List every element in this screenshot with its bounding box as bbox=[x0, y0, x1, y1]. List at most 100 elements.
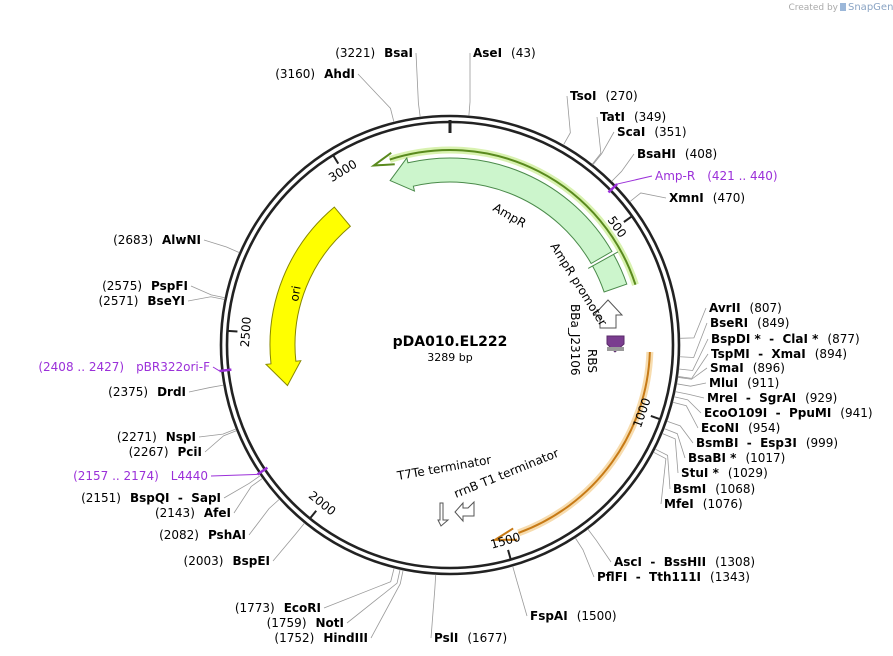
primer-name: L4440 bbox=[171, 469, 208, 483]
site-label: (2271) NspI bbox=[117, 430, 196, 444]
site-label: XmnI (470) bbox=[669, 191, 745, 205]
tick-label: 1500 bbox=[489, 530, 522, 552]
feature-arrow bbox=[587, 251, 628, 293]
site-name: NspI bbox=[166, 430, 196, 444]
site-label: AvrII (807) bbox=[709, 301, 782, 315]
site-leader bbox=[323, 568, 395, 609]
tick-label: 2000 bbox=[306, 488, 339, 518]
site-position: (2575) bbox=[102, 279, 142, 293]
site-leader bbox=[198, 428, 237, 438]
site-position: (2267) bbox=[129, 445, 169, 459]
site-position: (1029) bbox=[728, 466, 768, 480]
site-leader bbox=[203, 239, 240, 254]
site-position: (470) bbox=[713, 191, 745, 205]
site-leader bbox=[678, 338, 709, 371]
site-name: PshAI bbox=[208, 528, 246, 542]
site-position: (941) bbox=[840, 406, 872, 420]
site-name: BseRI bbox=[710, 316, 748, 330]
site-leader bbox=[188, 384, 224, 393]
site-name: PciI bbox=[178, 445, 203, 459]
site-position: (351) bbox=[654, 125, 686, 139]
feature-arrow bbox=[389, 156, 613, 265]
site-label: BseRI (849) bbox=[710, 316, 789, 330]
primer-label: (2408 .. 2427) pBR322ori-F bbox=[38, 360, 210, 374]
site-position: (807) bbox=[750, 301, 782, 315]
feature-arrow bbox=[264, 206, 352, 387]
site-position: (349) bbox=[634, 110, 666, 124]
tick-mark bbox=[309, 510, 317, 520]
site-label: AscI - BssHII (1308) bbox=[614, 555, 755, 569]
site-position: (270) bbox=[605, 89, 637, 103]
site-name: MluI bbox=[709, 376, 738, 390]
site-position: (1500) bbox=[577, 609, 617, 623]
site-name: PflFI - Tth111I bbox=[597, 570, 701, 584]
site-name: BspEI bbox=[232, 554, 270, 568]
site-name: BspQI - SapI bbox=[130, 491, 221, 505]
site-label: (1752) HindIII bbox=[274, 631, 368, 645]
tick-mark bbox=[623, 215, 633, 223]
site-label: (1773) EcoRI bbox=[235, 601, 321, 615]
tick-mark bbox=[227, 329, 238, 333]
site-label: BsmBI - Esp3I (999) bbox=[696, 436, 838, 450]
site-name: TsoI bbox=[570, 89, 596, 103]
site-leader bbox=[679, 307, 707, 339]
primer-label: (2157 .. 2174) L4440 bbox=[73, 469, 208, 483]
primer-name: pBR322ori-F bbox=[136, 360, 210, 374]
site-label: FspAI (1500) bbox=[530, 609, 617, 623]
site-label: ScaI (351) bbox=[617, 125, 687, 139]
site-position: (2143) bbox=[155, 506, 195, 520]
site-position: (929) bbox=[805, 391, 837, 405]
site-leader bbox=[272, 522, 305, 562]
site-leader bbox=[629, 192, 667, 202]
terminator-arc bbox=[518, 351, 651, 534]
site-leader bbox=[662, 433, 679, 474]
primer-range: (2157 .. 2174) bbox=[73, 469, 159, 483]
site-position: (896) bbox=[753, 361, 785, 375]
site-position: (1343) bbox=[710, 570, 750, 584]
site-name: AseI bbox=[473, 46, 502, 60]
feature-label: AmpR bbox=[491, 200, 529, 230]
site-name: EcoRI bbox=[284, 601, 321, 615]
site-position: (911) bbox=[747, 376, 779, 390]
highlight-head bbox=[370, 151, 395, 167]
site-label: (2143) AfeI bbox=[155, 506, 231, 520]
site-name: SmaI bbox=[710, 361, 744, 375]
site-name: MfeI bbox=[664, 497, 694, 511]
site-leader bbox=[468, 52, 471, 116]
site-name: PslI bbox=[434, 631, 458, 645]
site-name: TspMI - XmaI bbox=[711, 347, 806, 361]
site-leader bbox=[223, 475, 261, 499]
site-position: (894) bbox=[815, 347, 847, 361]
site-leader bbox=[653, 451, 667, 505]
site-leader bbox=[664, 428, 686, 459]
site-leader bbox=[611, 153, 635, 182]
credit-prefix: Created by bbox=[788, 3, 838, 13]
site-leader bbox=[346, 569, 401, 624]
site-position: (3221) bbox=[335, 46, 375, 60]
site-name: AhdI bbox=[324, 67, 355, 81]
site-name: AlwNI bbox=[162, 233, 201, 247]
site-name: TatI bbox=[600, 110, 625, 124]
tick-label: 3000 bbox=[326, 157, 359, 185]
site-name: FspAI bbox=[530, 609, 568, 623]
site-leader bbox=[357, 73, 395, 123]
site-label: StuI * (1029) bbox=[681, 466, 768, 480]
site-label: EcoO109I - PpuMI (941) bbox=[704, 406, 873, 420]
site-leader bbox=[430, 574, 437, 639]
primer-mark bbox=[607, 183, 618, 194]
site-label: PslI (1677) bbox=[434, 631, 507, 645]
site-name: XmnI bbox=[669, 191, 704, 205]
feature-label: ori bbox=[287, 285, 303, 303]
site-leader bbox=[190, 285, 225, 299]
promoter-arrow bbox=[592, 299, 624, 329]
site-label: MfeI (1076) bbox=[664, 497, 743, 511]
site-name: HindIII bbox=[323, 631, 368, 645]
site-label: BsaHI (408) bbox=[637, 147, 717, 161]
site-name: EcoNI bbox=[701, 421, 739, 435]
site-label: BsmI (1068) bbox=[673, 482, 755, 496]
site-label: (1759) NotI bbox=[267, 616, 344, 630]
site-leader bbox=[370, 570, 404, 639]
site-leader bbox=[672, 401, 699, 429]
site-leader bbox=[587, 528, 612, 563]
